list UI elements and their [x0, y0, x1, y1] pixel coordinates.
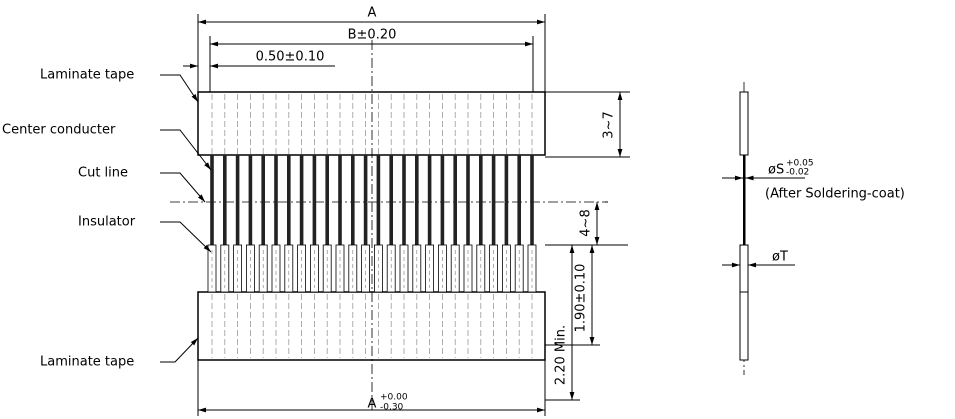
- shape: [274, 155, 278, 245]
- shape: [466, 155, 470, 245]
- shape: [351, 155, 355, 245]
- shape: [325, 155, 329, 245]
- shape: [261, 155, 265, 245]
- drawing-line: [160, 74, 199, 103]
- shape: [491, 155, 496, 245]
- shape: [245, 244, 255, 293]
- shape: [386, 244, 396, 293]
- shape: [299, 155, 304, 245]
- shape: [322, 244, 332, 293]
- shape: [517, 155, 521, 245]
- shape: [309, 244, 319, 293]
- shape: [453, 155, 457, 245]
- shape: [287, 155, 291, 245]
- shape: [437, 244, 447, 293]
- shape: [440, 155, 445, 245]
- label-text: A: [368, 397, 377, 412]
- shape: [479, 155, 483, 245]
- shape: [402, 155, 406, 245]
- shape: [463, 244, 473, 293]
- drawing-line: [160, 337, 199, 363]
- group: [207, 94, 537, 358]
- label-text: 1.90±0.10: [574, 264, 589, 333]
- label-text: øT: [772, 250, 788, 265]
- shape: [235, 155, 240, 245]
- shape: [197, 291, 546, 361]
- label-text: Laminate tape: [40, 355, 134, 370]
- shape: [376, 155, 381, 245]
- shape: [425, 244, 435, 293]
- drawing-line: [160, 172, 206, 203]
- group: øS +0.05 -0.02 (After Soldering-coat) øT: [722, 82, 905, 375]
- shape: [271, 244, 281, 293]
- shape: [399, 244, 409, 293]
- shape: [743, 155, 746, 245]
- shape: [210, 155, 214, 245]
- group: Laminate tape Center conducter Cut line …: [2, 6, 630, 416]
- shape: [412, 244, 422, 293]
- shape: [527, 244, 537, 293]
- label-text: Cut line: [78, 166, 128, 181]
- shape: [248, 155, 253, 245]
- label-text: 3~7: [602, 111, 617, 138]
- label-text: 4~8: [579, 209, 594, 236]
- shape: [489, 244, 499, 293]
- shape: [312, 155, 317, 245]
- shape: [207, 244, 217, 293]
- label-text: øS: [768, 163, 784, 178]
- shape: [223, 155, 227, 245]
- shape: [258, 244, 268, 293]
- shape: [338, 155, 342, 245]
- shape: [197, 91, 546, 156]
- shape: [335, 244, 345, 293]
- shape: [233, 244, 243, 293]
- label-text: (After Soldering-coat): [765, 187, 905, 202]
- shape: [348, 244, 358, 293]
- shape: [504, 155, 509, 245]
- shape: [476, 244, 486, 293]
- label-text: 2.20 Min.: [554, 325, 569, 385]
- drawing-line: [160, 221, 212, 253]
- shape: [220, 244, 230, 293]
- shape: [427, 155, 432, 245]
- shape: [297, 244, 307, 293]
- label-text: A: [368, 6, 377, 21]
- shape: [373, 244, 383, 293]
- shape: [389, 155, 393, 245]
- shape: [530, 155, 534, 245]
- shape: [739, 291, 749, 361]
- label-text: -0.02: [786, 168, 809, 178]
- shape: [739, 244, 749, 293]
- shape: [514, 244, 524, 293]
- shape: [450, 244, 460, 293]
- shape: [501, 244, 511, 293]
- shape: [284, 244, 294, 293]
- label-text: Insulator: [78, 215, 136, 230]
- label-text: +0.00: [380, 393, 408, 403]
- shape: [415, 155, 419, 245]
- label-text: B±0.20: [348, 28, 397, 43]
- label-text: Center conducter: [2, 123, 116, 138]
- shape: [361, 244, 371, 293]
- shape: [363, 155, 368, 245]
- label-text: Laminate tape: [40, 68, 134, 83]
- drawing-line: [160, 129, 212, 171]
- label-text: -0.30: [380, 403, 404, 413]
- label-text: 0.50±0.10: [256, 50, 325, 65]
- shape: [739, 91, 749, 156]
- label-text: +0.05: [786, 159, 814, 169]
